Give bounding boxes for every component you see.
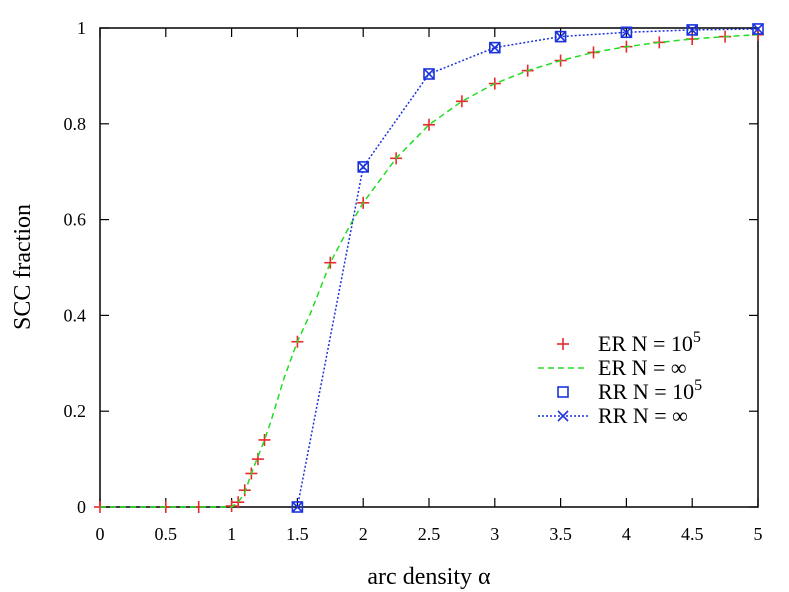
marker-x-b: [752, 23, 764, 35]
legend-label: ER N = 105: [598, 329, 701, 356]
series-0: [94, 28, 764, 513]
x-tick-label: 1.5: [286, 524, 309, 544]
data-point: [488, 41, 501, 54]
marker-x-b: [620, 26, 632, 38]
x-tick-label: 0: [96, 524, 105, 544]
data-point: [291, 501, 304, 513]
marker-x-b: [557, 410, 569, 422]
y-axis-label: SCC fraction: [10, 204, 36, 330]
marker-x-b: [357, 161, 369, 173]
marker-x-b: [555, 31, 567, 43]
plot-frame: [99, 27, 759, 508]
legend-marker: [557, 338, 569, 350]
series-3: [291, 23, 764, 513]
legend-label: RR N = ∞: [598, 403, 688, 428]
data-point: [620, 26, 632, 38]
marker-x-b: [423, 68, 435, 80]
legend-marker: [557, 410, 569, 422]
legend-label-sup: 5: [693, 329, 701, 346]
data-point: [357, 161, 370, 173]
x-tick-label: 3.5: [549, 524, 572, 544]
legend-label-text: RR N = 10: [598, 379, 694, 404]
y-tick-label: 1: [77, 18, 86, 38]
x-tick-label: 3: [490, 524, 499, 544]
data-point: [423, 68, 435, 80]
x-tick-label: 2.5: [418, 524, 441, 544]
series-1: [100, 33, 759, 508]
legend-item-3: RR N = ∞: [538, 403, 688, 428]
data-point: [686, 24, 698, 36]
legend-item-2: RR N = 105: [557, 377, 702, 404]
y-tick-labels: 0 0.2 0.4 0.6 0.8 1: [64, 18, 87, 517]
data-point: [752, 23, 764, 35]
y-tick-label: 0.2: [64, 401, 87, 421]
data-point: [554, 30, 567, 43]
legend-marker: [557, 386, 569, 398]
y-tick-label: 0: [77, 497, 86, 517]
axis-ticks: [99, 27, 759, 508]
y-tick-label: 0.8: [64, 114, 87, 134]
x-tick-label: 5: [754, 524, 763, 544]
data-point: [232, 496, 245, 509]
data-point: [225, 500, 238, 513]
x-axis-label: arc density α: [367, 564, 491, 590]
series-line: [100, 33, 759, 508]
legend-label: RR N = 105: [598, 377, 702, 404]
marker-x-b: [686, 24, 698, 36]
data-point: [291, 501, 303, 513]
data-point: [258, 433, 271, 446]
legend-label-text: ER N = 10: [598, 331, 693, 356]
data-point: [455, 95, 468, 108]
x-tick-label: 4.5: [681, 524, 704, 544]
legend-label: ER N = ∞: [598, 355, 687, 380]
x-tick-labels: 0 0.5 1 1.5 2 2.5 3 3.5 4 4.5 5: [96, 524, 763, 544]
data-point: [423, 118, 435, 131]
marker-x-b: [489, 42, 501, 54]
data-point: [423, 68, 435, 80]
marker-x-b: [291, 501, 303, 513]
y-tick-label: 0.6: [64, 210, 87, 230]
legend-label-sup: 5: [694, 377, 702, 394]
data-point: [238, 484, 251, 497]
series-line: [296, 28, 759, 508]
data-point: [489, 42, 501, 54]
x-tick-label: 4: [622, 524, 631, 544]
data-point: [752, 23, 764, 35]
x-tick-label: 1: [227, 524, 236, 544]
legend-item-1: ER N = ∞: [538, 355, 687, 380]
x-tick-label: 0.5: [155, 524, 178, 544]
data-point: [555, 31, 567, 43]
data-point: [357, 161, 369, 173]
y-tick-label: 0.4: [64, 305, 87, 325]
data-point: [324, 256, 337, 269]
legend-item-0: ER N = 105: [557, 329, 701, 356]
series-layer: [94, 23, 764, 513]
x-tick-label: 2: [359, 524, 368, 544]
legend-label-text: RR N = ∞: [598, 403, 688, 428]
legend-label-text: ER N = ∞: [598, 355, 687, 380]
series-2: [291, 23, 764, 513]
